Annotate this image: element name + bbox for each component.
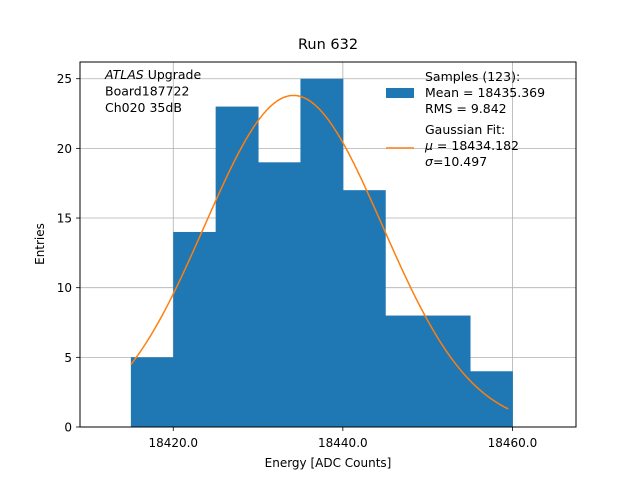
legend-samples-line: RMS = 9.842 [425, 101, 507, 116]
legend-samples-line: Mean = 18435.369 [425, 85, 545, 100]
x-tick-label: 18420.0 [148, 436, 198, 450]
axis-ticks: 18420.0 18440.0 18460.0 0 5 10 15 20 25 [57, 72, 538, 450]
x-tick-label: 18440.0 [318, 436, 368, 450]
histogram-bars [130, 78, 513, 428]
y-tick-label: 10 [57, 281, 72, 295]
histogram-bar [300, 78, 344, 427]
legend: Samples (123): Mean = 18435.369 RMS = 9.… [386, 69, 545, 169]
histogram-bar [342, 190, 386, 427]
legend-samples-line: Samples (123): [425, 69, 520, 84]
annotation-line: Ch020 35dB [105, 100, 182, 115]
histogram-bar [173, 231, 217, 427]
legend-fit-line: σ=10.497 [425, 154, 487, 169]
histogram-bar [215, 106, 259, 428]
annotation-line: Board187722 [105, 84, 189, 99]
y-axis-label: Entries [33, 223, 47, 265]
histogram-bar [258, 162, 301, 427]
y-tick-label: 0 [64, 421, 72, 435]
chart-title: Run 632 [298, 37, 358, 53]
legend-fit-line: μ = 18434.182 [424, 138, 519, 153]
plot-frame [79, 61, 577, 428]
annotation-line: ATLAS Upgrade [104, 67, 201, 82]
histogram-bar [385, 315, 429, 427]
y-tick-label: 5 [64, 351, 72, 365]
y-tick-label: 15 [57, 212, 72, 226]
legend-fit-line: Gaussian Fit: [425, 122, 505, 137]
x-axis-label: Energy [ADC Counts] [265, 456, 392, 470]
gaussian-fit [130, 94, 509, 410]
histogram-bar [130, 357, 174, 427]
legend-histogram-swatch [386, 88, 414, 98]
x-tick-label: 18460.0 [488, 436, 538, 450]
y-tick-label: 20 [57, 142, 72, 156]
y-tick-label: 25 [57, 72, 72, 86]
gaussian-fit-line [130, 94, 509, 410]
atlas-annotation: ATLAS Upgrade Board187722 Ch020 35dB [104, 67, 201, 115]
